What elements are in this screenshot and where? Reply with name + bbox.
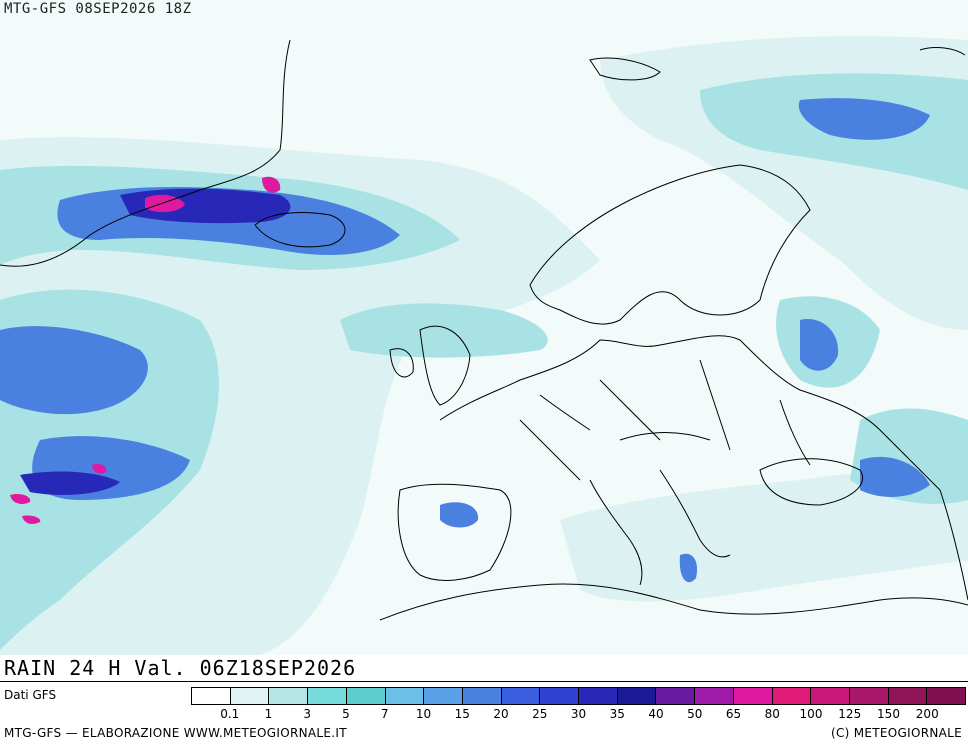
run-title: MTG-GFS 08SEP2026 18Z xyxy=(4,1,192,17)
footer-credit: MTG-GFS — ELABORAZIONE WWW.METEOGIORNALE… xyxy=(4,726,347,740)
legend-swatch xyxy=(308,688,347,704)
legend-threshold-label: 5 xyxy=(342,707,350,721)
footer-divider xyxy=(0,681,968,682)
legend-threshold-label: 15 xyxy=(454,707,470,721)
footer-copyright: (C) METEOGIORNALE xyxy=(830,726,962,740)
legend-threshold-label: 30 xyxy=(570,707,587,721)
legend-threshold-label: 50 xyxy=(687,707,703,721)
color-legend xyxy=(191,687,966,705)
validity-label: RAIN 24 H Val. 06Z18SEP2026 xyxy=(4,656,357,680)
coastlines xyxy=(0,39,968,621)
legend-swatch xyxy=(230,688,270,704)
legend-swatch xyxy=(269,688,309,704)
legend-swatch xyxy=(192,688,231,704)
legend-swatch xyxy=(462,688,502,704)
legend-swatch xyxy=(346,688,386,704)
legend-threshold-label: 100 xyxy=(799,707,823,721)
legend-threshold-label: 25 xyxy=(532,707,548,721)
legend-swatch xyxy=(656,688,696,704)
legend-threshold-label: 35 xyxy=(609,707,625,721)
legend-swatch xyxy=(849,688,889,704)
legend-swatch xyxy=(888,688,928,704)
legend-swatch xyxy=(424,688,463,704)
map-canvas xyxy=(0,0,968,655)
legend-swatch xyxy=(617,688,657,704)
legend-swatch xyxy=(811,688,850,704)
legend-swatch xyxy=(733,688,773,704)
legend-swatch xyxy=(579,688,618,704)
legend-swatch xyxy=(772,688,812,704)
precipitation-map: MTG-GFS 08SEP2026 18Z xyxy=(0,0,968,655)
precip-heavy xyxy=(0,98,930,583)
data-source-label: Dati GFS xyxy=(4,688,57,702)
legend-threshold-label: 7 xyxy=(380,707,389,721)
legend-threshold-label: 20 xyxy=(493,707,509,721)
legend-labels: 0.1 1 3 5 7 10 15 20 25 30 35 40 50 65 80 100 125 150 200 xyxy=(191,707,966,721)
legend-threshold-label: 0.1 xyxy=(220,707,240,721)
legend-swatch xyxy=(927,688,966,704)
legend-threshold-label: 3 xyxy=(303,707,312,721)
legend-threshold-label: 40 xyxy=(648,707,664,721)
precip-extreme xyxy=(10,176,281,524)
legend-swatch xyxy=(385,688,425,704)
legend-swatch xyxy=(695,688,734,704)
legend-threshold-label: 200 xyxy=(915,707,939,721)
legend-threshold-label: 10 xyxy=(415,707,432,721)
legend-threshold-label: 1 xyxy=(264,707,273,721)
legend-threshold-label: 150 xyxy=(877,707,900,721)
legend-swatch xyxy=(501,688,541,704)
legend-swatch xyxy=(540,688,580,704)
legend-threshold-label: 125 xyxy=(838,707,862,721)
legend-threshold-label: 80 xyxy=(764,707,780,721)
legend-threshold-label: 65 xyxy=(725,707,742,721)
